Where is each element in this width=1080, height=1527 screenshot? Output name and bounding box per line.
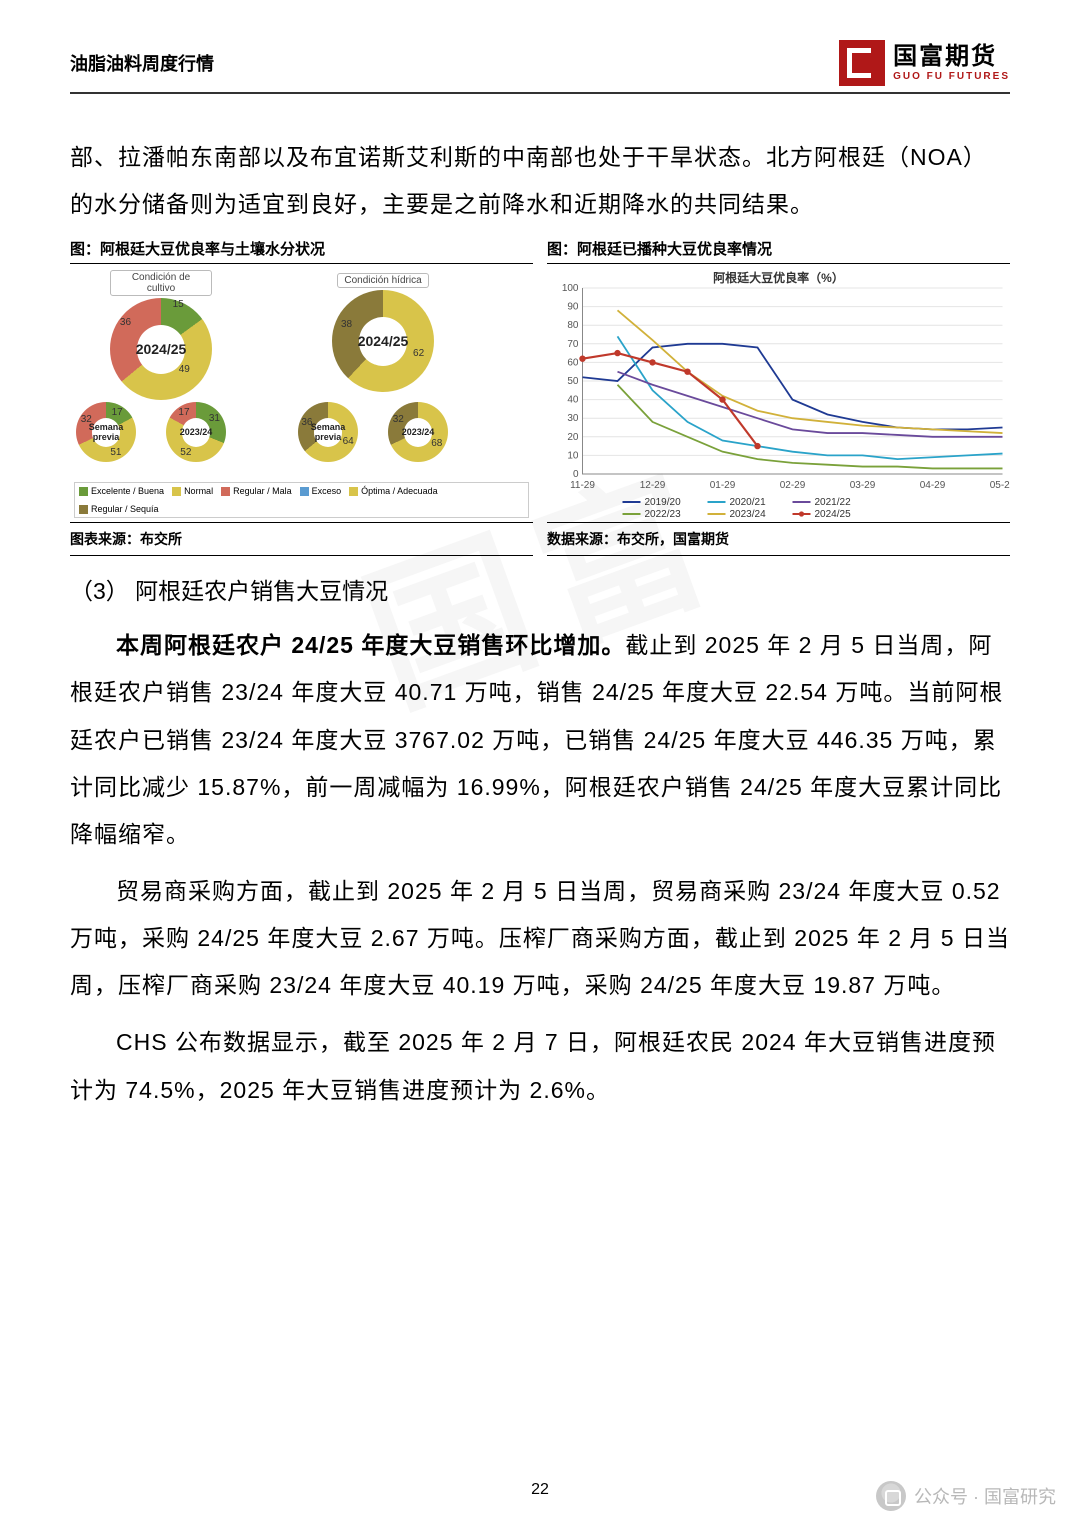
section-heading: （3） 阿根廷农户销售大豆情况 [70,568,1010,614]
logo-en: GUO FU FUTURES [893,71,1010,82]
svg-text:11-29: 11-29 [570,480,595,491]
donut-value: 15 [173,299,184,310]
logo-cn: 国富期货 [893,44,1010,70]
svg-text:2019/20: 2019/20 [645,497,682,508]
donut-value: 32 [81,414,92,425]
svg-text:40: 40 [567,395,579,406]
donut-value: 38 [341,319,352,330]
donut-value: 36 [301,417,312,428]
legend-item: Regular / Mala [221,486,292,496]
line-chart: 阿根廷大豆优良率（%） 0 10 20 30 40 50 60 70 80 90 100 11-29 12… [547,270,1010,518]
svg-text:50: 50 [567,376,579,387]
svg-text:10: 10 [567,451,579,462]
doc-title: 油脂油料周度行情 [70,50,214,76]
donut-center-label: Semanaprevia [76,422,136,442]
donut-area: Condición de cultivo1549362024/25175132S… [70,270,533,518]
logo-icon [839,40,885,86]
svg-text:60: 60 [567,358,579,369]
donut-legend: Excelente / Buena Normal Regular / Mala Exc… [74,482,529,518]
donut: 31 52 17 2023/24 [166,402,226,462]
donut-value: 31 [209,413,220,424]
svg-text:01-29: 01-29 [710,480,736,491]
chart-left-footer: 图表来源：布交所 [70,522,533,556]
svg-text:05-29: 05-29 [990,480,1010,491]
svg-text:80: 80 [567,320,579,331]
donut-value: 36 [120,317,131,328]
chart-right: 图：阿根廷已播种大豆优良率情况 阿根廷大豆优良率（%） 0 10 20 30 40 50 60… [547,238,1010,556]
wechat-footer: 公众号 · 国富研究 [876,1481,1056,1511]
donut-center-label: 2024/25 [110,341,212,357]
paragraph-top: 部、拉潘帕东南部以及布宜诺斯艾利斯的中南部也处于干旱状态。北方阿根廷（NOA）的… [70,134,1010,228]
donut: 17 51 32Semanaprevia [76,402,136,462]
svg-text:0: 0 [573,469,579,480]
wechat-icon [876,1481,906,1511]
donut-value: 52 [180,447,191,458]
wechat-text: 公众号 · 国富研究 [914,1483,1056,1509]
legend-item: Exceso [300,486,342,496]
legend-item: Normal [172,486,213,496]
svg-text:20: 20 [567,432,579,443]
p2-lead: 本周阿根廷农户 24/25 年度大豆销售环比增加。 [116,632,625,658]
header: 油脂油料周度行情 国富期货 GUO FU FUTURES [70,40,1010,94]
paragraph-2: 本周阿根廷农户 24/25 年度大豆销售环比增加。截止到 2025 年 2 月 … [70,622,1010,858]
donut-value: 17 [178,407,189,418]
line-area: 阿根廷大豆优良率（%） 0 10 20 30 40 50 60 70 80 90 100 11-29 12… [547,270,1010,518]
donut: Condición hídrica62382024/25 [332,270,434,392]
donut-value: 51 [110,447,121,458]
svg-text:2020/21: 2020/21 [730,497,767,508]
donut: 68 32 2023/24 [388,402,448,462]
svg-text:30: 30 [567,413,579,424]
logo: 国富期货 GUO FU FUTURES [839,40,1010,86]
donut-header: Condición hídrica [337,273,428,288]
donut-value: 49 [179,364,190,375]
donut-value: 17 [112,407,123,418]
page: 油脂油料周度行情 国富期货 GUO FU FUTURES 部、拉潘帕东南部以及布… [0,0,1080,1154]
svg-text:2021/22: 2021/22 [815,497,852,508]
svg-text:70: 70 [567,339,579,350]
charts-row: 图：阿根廷大豆优良率与土壤水分状况 Condición de cultivo 15… [70,238,1010,556]
svg-text:2023/24: 2023/24 [730,509,767,518]
svg-text:04-29: 04-29 [920,480,946,491]
donut-value: 68 [431,438,442,449]
donut-value: 32 [393,414,404,425]
donut-center-label: 2023/24 [388,427,448,437]
donut-value: 64 [343,436,354,447]
donut-header: Condición de cultivo [110,270,212,296]
svg-text:阿根廷大豆优良率（%）: 阿根廷大豆优良率（%） [713,270,844,285]
chart-left: 图：阿根廷大豆优良率与土壤水分状况 Condición de cultivo 15… [70,238,533,556]
svg-text:03-29: 03-29 [850,480,876,491]
svg-text:02-29: 02-29 [780,480,806,491]
chart-right-title: 图：阿根廷已播种大豆优良率情况 [547,238,1010,264]
donut: 6436Semanaprevia [298,402,358,462]
legend-item: Regular / Sequía [79,504,159,514]
chart-right-footer: 数据来源：布交所，国富期货 [547,522,1010,556]
svg-text:12-29: 12-29 [640,480,666,491]
legend-item: Óptima / Adecuada [349,486,438,496]
paragraph-3: 贸易商采购方面，截止到 2025 年 2 月 5 日当周，贸易商采购 23/24… [70,868,1010,1009]
svg-text:90: 90 [567,302,579,313]
legend-item: Excelente / Buena [79,486,164,496]
donut: Condición de cultivo 15 49 36 2024/25 [110,270,212,400]
svg-text:2022/23: 2022/23 [645,509,682,518]
donut-center-label: 2023/24 [166,427,226,437]
svg-text:2024/25: 2024/25 [815,509,852,518]
svg-text:100: 100 [562,283,579,294]
p2-rest: 截止到 2025 年 2 月 5 日当周，阿根廷农户销售 23/24 年度大豆 … [70,632,1003,847]
paragraph-4: CHS 公布数据显示，截至 2025 年 2 月 7 日，阿根廷农民 2024 … [70,1019,1010,1113]
chart-left-title: 图：阿根廷大豆优良率与土壤水分状况 [70,238,533,264]
donut-value: 62 [413,348,424,359]
